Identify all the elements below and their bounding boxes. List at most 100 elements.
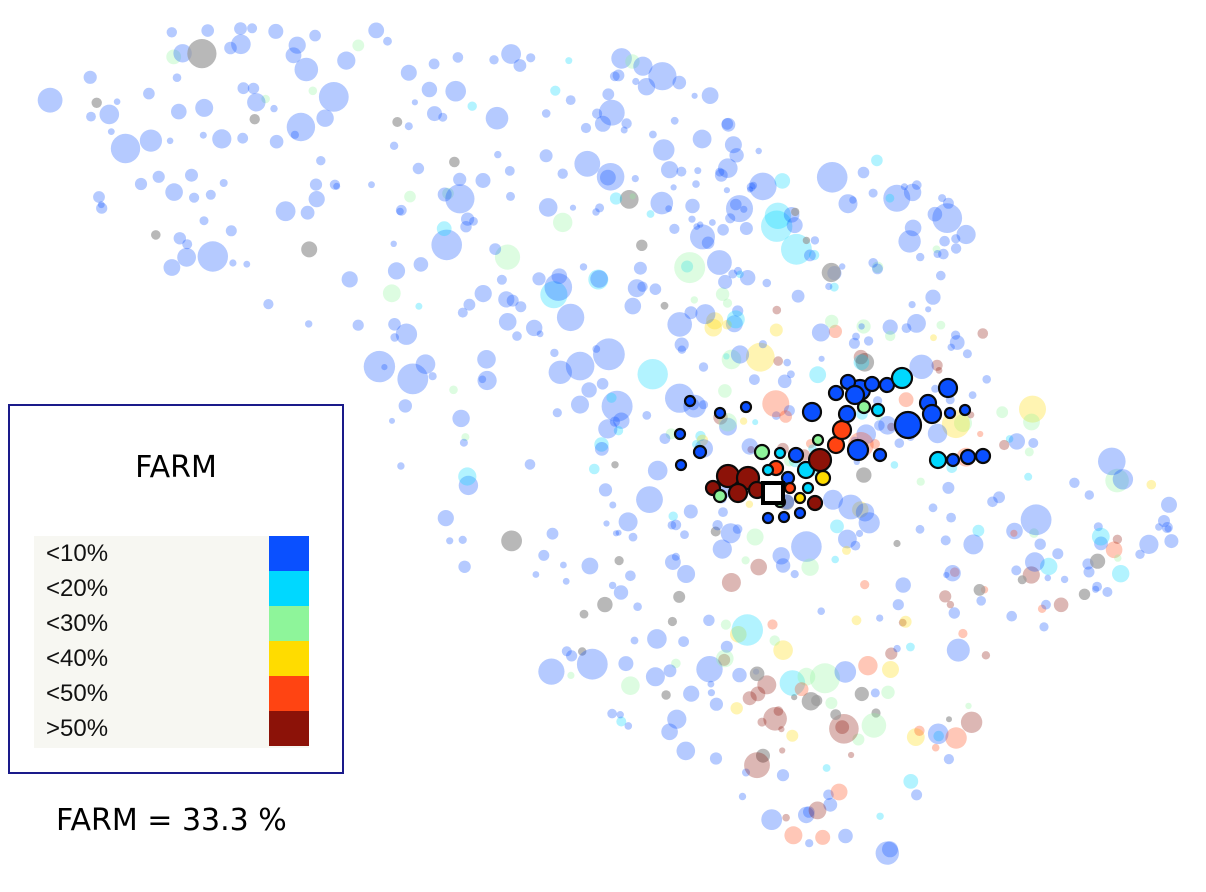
community-dot [823,489,843,510]
community-dot [678,636,689,647]
community-dot [457,307,468,318]
community-dot [744,752,770,779]
community-dot [720,619,732,630]
community-dot [474,285,492,303]
community-dot [943,571,950,579]
community-dot [404,190,416,203]
community-dot [667,312,692,337]
community-dot [512,331,522,341]
legend-row-lt40: <40% [34,641,309,676]
community-dot [598,99,625,126]
community-dot [830,783,848,801]
selected-community-marker[interactable] [761,481,785,505]
community-dot [740,270,756,286]
community-dot [309,29,321,42]
community-dot [660,301,669,310]
legend-row-lt50: <50% [34,676,309,711]
community-dot [231,34,251,55]
community-dot [352,319,364,331]
community-dot [318,82,349,112]
community-dot [1037,604,1047,613]
community-dot [1024,472,1033,481]
community-dot [415,354,436,375]
community-dot [858,512,880,534]
community-dot [594,115,611,132]
community-dot [696,434,709,446]
community-dot [856,467,872,483]
community-dot [498,291,515,308]
community-dot-highlighted [831,419,853,441]
community-dot [899,615,912,628]
community-dot [592,108,603,119]
community-dot [842,545,851,555]
community-dot [460,221,472,233]
community-dot [715,167,725,177]
community-dot [412,162,425,175]
community-dot [1098,447,1126,476]
community-dot [761,809,783,830]
community-dot [916,477,925,486]
community-dot [999,439,1010,451]
community-dot [710,526,721,537]
community-dot [645,667,665,687]
community-dot [802,236,811,245]
community-dot-highlighted [943,406,957,420]
community-dot [772,547,790,565]
community-dot [709,697,724,711]
community-dot [1028,438,1039,448]
legend-row-lt30: <30% [34,606,309,641]
community-dot [1164,534,1179,549]
community-dot [526,319,543,337]
community-dot [939,235,950,247]
community-dot [1024,447,1034,457]
community-dot [818,355,825,362]
community-dot [951,234,961,244]
community-dot [749,374,760,385]
community-dot [857,166,870,179]
community-dot [732,305,744,317]
community-dot [1092,585,1100,593]
community-dot [243,260,251,268]
community-dot [946,638,970,662]
community-dot [134,177,148,191]
community-dot [195,98,214,117]
community-dot [609,192,623,205]
community-dot [848,337,860,349]
community-dot [938,194,947,203]
community-dot [692,129,712,149]
community-dot [390,240,397,247]
community-dot [647,460,668,481]
community-dot [676,741,696,761]
community-dot [667,709,687,729]
community-dot [674,337,689,352]
community-dot [1112,469,1134,490]
community-dot [648,62,677,91]
community-dot [247,23,258,34]
community-dot [1112,565,1130,583]
community-dot [946,600,955,609]
community-dot [742,768,750,777]
community-dot [839,263,846,270]
community-dot [977,328,989,339]
community-dot [229,259,237,267]
community-dot [694,167,702,175]
community-dot [850,540,861,551]
community-dot [234,22,247,35]
community-dot [876,812,884,820]
community-dot [808,801,827,820]
community-dot [741,556,750,565]
community-dot-highlighted [801,401,823,423]
community-dot [925,289,941,305]
community-dot [928,503,938,513]
community-dot [541,109,551,118]
community-dot [993,491,1005,504]
community-dot [906,728,925,746]
community-dot [885,647,898,660]
community-dot [716,649,734,668]
community-dot [596,163,625,191]
legend-title: FARM [135,450,217,485]
community-dot [615,529,622,536]
community-dot [830,519,844,534]
community-dot [390,333,400,342]
